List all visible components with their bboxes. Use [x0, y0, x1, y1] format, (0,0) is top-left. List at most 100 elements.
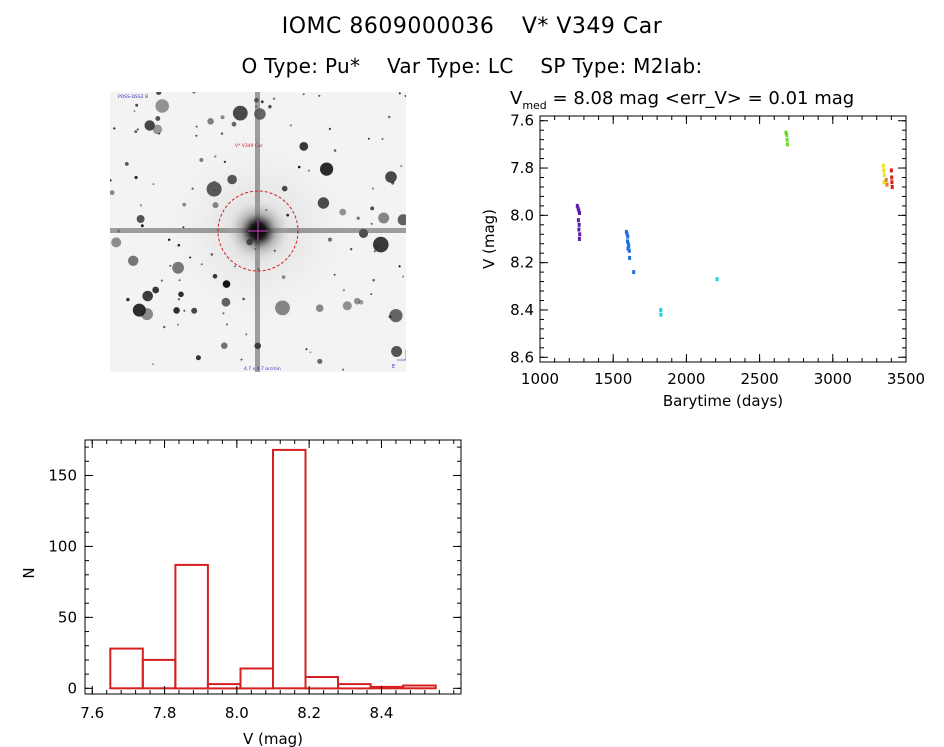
data-point	[576, 206, 580, 211]
data-point	[890, 185, 894, 189]
field-star	[227, 174, 237, 185]
field-star	[156, 92, 162, 95]
field-star	[177, 298, 181, 301]
data-point	[882, 173, 886, 178]
field-star	[140, 224, 144, 228]
field-star	[370, 206, 375, 211]
field-star	[389, 309, 403, 323]
field-stars	[110, 92, 406, 371]
scale-label: 4.7 x 4.7 arcmin	[244, 366, 281, 372]
field-star	[155, 116, 161, 121]
field-star	[317, 197, 330, 209]
y-tick-label: 100	[48, 537, 77, 555]
data-point	[632, 270, 636, 275]
field-star	[240, 358, 243, 361]
x-tick-label: 8.4	[370, 704, 394, 722]
field-star	[398, 265, 401, 268]
field-star	[318, 94, 321, 97]
histogram-bar	[239, 667, 274, 690]
histogram-bar	[206, 683, 242, 690]
survey-label: POSS-DSS2 B	[118, 94, 148, 100]
field-star	[333, 149, 337, 152]
y-tick-label: 7.6	[510, 112, 534, 130]
field-star	[173, 307, 180, 314]
field-star	[281, 275, 286, 279]
field-star	[195, 125, 198, 128]
variable-type: Var Type: LC	[386, 54, 514, 78]
field-star	[373, 250, 376, 253]
data-point	[884, 177, 888, 182]
field-star	[221, 342, 228, 349]
x-tick-label: 8.2	[297, 704, 321, 722]
y-tick-label: 8.6	[510, 348, 534, 366]
field-star	[367, 137, 370, 140]
data-point	[890, 175, 894, 180]
field-star	[206, 181, 222, 197]
object-id: IOMC 8609000036	[281, 14, 495, 39]
field-star	[223, 160, 227, 164]
field-star	[339, 208, 347, 216]
field-star	[226, 323, 228, 326]
east-label: E	[392, 364, 395, 370]
data-point	[882, 168, 886, 173]
field-star	[315, 304, 324, 312]
field-star	[358, 300, 364, 305]
field-star	[152, 363, 155, 366]
field-star	[305, 348, 308, 351]
histogram-bar	[304, 676, 339, 690]
data-point	[625, 232, 629, 237]
field-star	[222, 280, 231, 288]
y-tick-label: 150	[48, 466, 77, 484]
light-curve-frame	[539, 115, 907, 363]
data-point	[715, 277, 719, 282]
field-star	[191, 307, 198, 314]
field-star	[152, 286, 160, 294]
x-tick-label: 8.0	[225, 704, 249, 722]
field-star	[132, 303, 146, 317]
field-star	[195, 355, 201, 361]
y-tick-label: 50	[58, 608, 77, 626]
field-star	[189, 256, 192, 259]
data-point	[659, 308, 663, 312]
field-star	[199, 158, 204, 162]
star-name: V* V349 Car	[521, 14, 663, 39]
histogram-bars	[109, 448, 437, 690]
x-tick-label: 7.8	[153, 704, 177, 722]
field-star	[144, 120, 155, 131]
field-star	[350, 248, 353, 251]
data-point	[626, 246, 630, 251]
data-point	[784, 130, 788, 135]
field-star	[342, 301, 352, 311]
field-star	[210, 253, 214, 256]
data-point	[577, 222, 581, 227]
field-star	[135, 103, 139, 107]
field-star	[220, 132, 224, 135]
object-type: O Type: Pu*	[241, 54, 361, 78]
field-star	[110, 179, 112, 182]
y-tick-label: 8.0	[510, 206, 534, 224]
field-star	[200, 263, 203, 266]
field-star	[302, 93, 305, 96]
field-star	[372, 278, 375, 282]
y-tick-label: 8.4	[510, 301, 534, 319]
field-star	[182, 202, 187, 207]
field-star	[370, 222, 373, 225]
field-star	[158, 132, 161, 135]
histogram-ylabel: N	[20, 567, 38, 578]
data-point	[578, 232, 582, 237]
field-star	[139, 204, 143, 207]
histogram-bar	[141, 658, 177, 690]
data-point	[577, 227, 581, 232]
data-point	[881, 163, 885, 168]
field-star	[147, 292, 153, 298]
x-tick-label: 2500	[741, 370, 779, 388]
light-curve-xlabel: Barytime (days)	[663, 392, 783, 410]
target-circle	[217, 190, 299, 272]
field-star	[177, 323, 179, 326]
field-star	[111, 237, 122, 248]
field-star	[397, 214, 406, 226]
field-star	[260, 100, 264, 104]
field-star	[286, 213, 290, 217]
field-star	[353, 297, 361, 305]
field-star	[155, 99, 169, 113]
